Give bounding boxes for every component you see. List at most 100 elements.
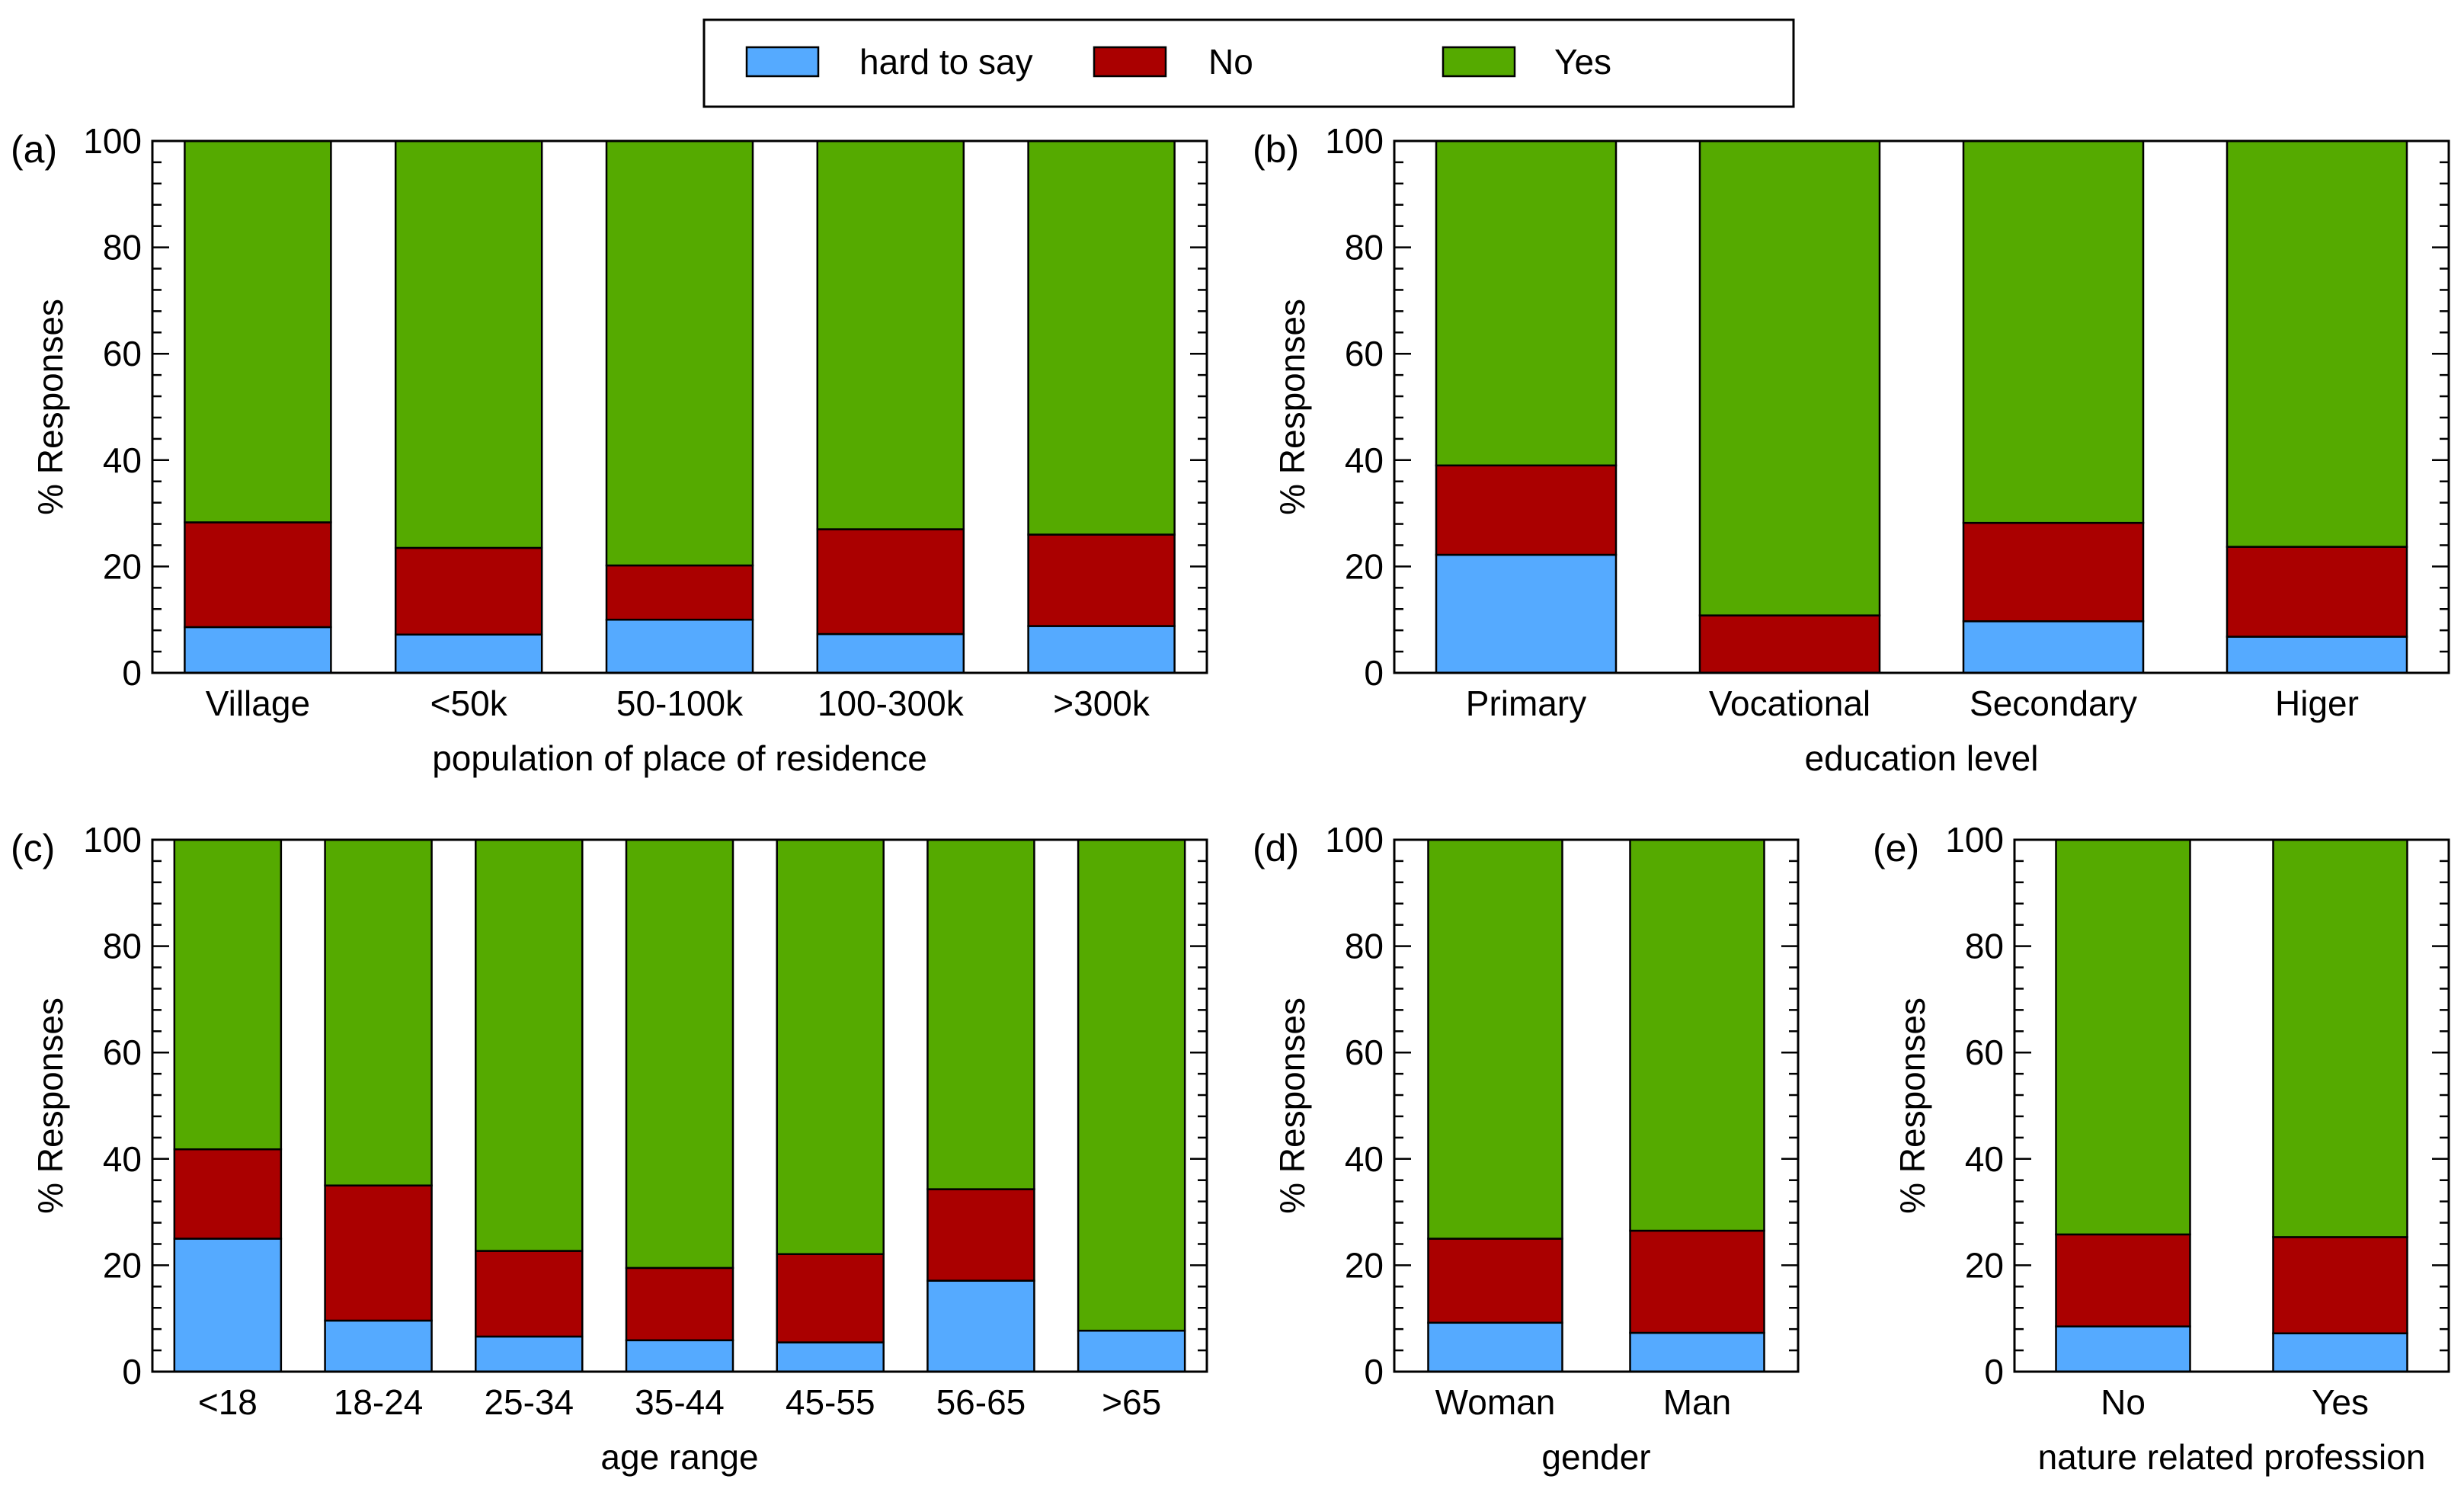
bar-yes <box>2226 139 2408 548</box>
chart-panel-4: (d) % Responses Woman Man 0 20 40 60 80 100 gender <box>1253 820 1800 1477</box>
y-tick-label: 60 <box>103 1033 142 1072</box>
bar-hard-to-say <box>1027 625 1176 674</box>
legend-label-yes: Yes <box>1554 42 1611 82</box>
y-tick-label: 0 <box>1364 653 1384 693</box>
legend-label-hard-to-say: hard to say <box>859 42 1033 82</box>
legend-swatch-no <box>1093 46 1167 78</box>
bar-hard-to-say <box>394 633 543 674</box>
y-axis-label: % Responses <box>1893 997 1932 1214</box>
chart-panels: (a) % Responses Village <50k 50-100k 100-300k… <box>11 121 2450 1477</box>
plot-frame <box>2013 838 2450 1373</box>
bar-yes <box>605 139 754 567</box>
bar-no <box>776 1253 885 1343</box>
plot-frame <box>1393 838 1800 1373</box>
x-axis-label: nature related profession <box>2038 1437 2426 1477</box>
x-tick-label: Man <box>1663 1382 1731 1422</box>
bar-no <box>1435 464 1618 556</box>
bar-yes <box>1435 139 1618 467</box>
y-tick-label: 20 <box>1345 546 1384 586</box>
y-tick-label: 100 <box>1325 820 1384 860</box>
bar-no <box>2226 546 2408 638</box>
y-tick-label: 40 <box>103 440 142 480</box>
x-axis-label: gender <box>1541 1437 1650 1477</box>
bar-yes <box>1077 838 1186 1332</box>
bar-no <box>816 528 965 636</box>
y-tick-label: 80 <box>1345 927 1384 966</box>
y-tick-label: 100 <box>1945 820 2004 860</box>
bar-hard-to-say <box>1077 1330 1186 1373</box>
legend-swatch-hard-to-say <box>745 46 820 78</box>
y-tick-label: 60 <box>1965 1033 2004 1072</box>
bar-no <box>926 1188 1035 1282</box>
y-tick-label: 60 <box>1345 1033 1384 1072</box>
x-tick-label: Primary <box>1466 684 1586 723</box>
x-tick-label: 100-300k <box>818 684 965 723</box>
panel-label: (d) <box>1253 827 1299 869</box>
bar-yes <box>816 139 965 530</box>
legend-swatch-yes <box>1442 46 1516 78</box>
x-tick-label: Vocational <box>1709 684 1870 723</box>
chart-panel-3: (c) % Responses <18 18-24 25-34 35-44 45-55 56-… <box>11 820 1208 1477</box>
bar-hard-to-say <box>1435 553 1618 674</box>
x-tick-label: 50-100k <box>616 684 744 723</box>
bar-hard-to-say <box>475 1335 584 1373</box>
x-tick-label: <18 <box>198 1382 258 1422</box>
bar-no <box>1027 533 1176 627</box>
bar-no <box>1962 521 2145 623</box>
bar-hard-to-say <box>324 1319 433 1373</box>
bar-no <box>324 1184 433 1322</box>
x-tick-label: 56-65 <box>936 1382 1026 1422</box>
bar-hard-to-say <box>2272 1332 2408 1373</box>
y-tick-label: 0 <box>1984 1352 2004 1391</box>
bar-yes <box>926 838 1035 1190</box>
chart-panel-1: (a) % Responses Village <50k 50-100k 100-300k… <box>11 121 1208 778</box>
x-tick-label: >65 <box>1102 1382 1161 1422</box>
bar-hard-to-say <box>184 626 332 674</box>
x-tick-label: >300k <box>1053 684 1150 723</box>
bar-yes <box>184 139 332 524</box>
x-tick-label: Village <box>206 684 310 723</box>
y-tick-label: 100 <box>1325 121 1384 161</box>
chart-panel-5: (e) % Responses No Yes 0 20 40 60 80 100 nature re… <box>1873 820 2450 1477</box>
bar-yes <box>1629 838 1765 1232</box>
y-tick-label: 40 <box>1345 440 1384 480</box>
bar-hard-to-say <box>1427 1321 1563 1373</box>
bar-no <box>2055 1233 2191 1327</box>
bar-hard-to-say <box>1962 620 2145 674</box>
chart-panel-2: (b) % Responses Primary Vocational Secondary… <box>1253 121 2450 778</box>
bar-hard-to-say <box>605 618 754 674</box>
x-tick-label: Secondary <box>1970 684 2137 723</box>
y-tick-label: 60 <box>1345 334 1384 373</box>
y-tick-label: 60 <box>103 334 142 373</box>
panel-label: (e) <box>1873 827 1919 869</box>
y-tick-label: 40 <box>103 1139 142 1179</box>
bar-yes <box>2272 838 2408 1238</box>
plot-frame <box>151 139 1208 674</box>
x-tick-label: No <box>2101 1382 2146 1422</box>
y-axis-label: % Responses <box>30 997 70 1214</box>
y-tick-label: 40 <box>1345 1139 1384 1179</box>
x-tick-label: 18-24 <box>334 1382 424 1422</box>
y-tick-label: 80 <box>1965 927 2004 966</box>
y-tick-label: 100 <box>83 121 142 161</box>
x-tick-label: Higer <box>2275 684 2359 723</box>
x-tick-label: 25-34 <box>484 1382 574 1422</box>
y-tick-label: 80 <box>103 927 142 966</box>
y-tick-label: 20 <box>1345 1245 1384 1285</box>
x-tick-label: <50k <box>430 684 508 723</box>
bar-yes <box>173 838 283 1151</box>
y-tick-label: 0 <box>1364 1352 1384 1391</box>
bar-hard-to-say <box>2055 1325 2191 1373</box>
y-tick-label: 0 <box>122 1352 142 1391</box>
bar-no <box>2272 1236 2408 1334</box>
bar-no <box>625 1266 734 1342</box>
bar-no <box>605 564 754 621</box>
x-tick-label: Woman <box>1435 1382 1556 1422</box>
y-tick-label: 20 <box>103 546 142 586</box>
bar-hard-to-say <box>2226 636 2408 674</box>
bar-hard-to-say <box>173 1238 283 1373</box>
bar-no <box>394 546 543 636</box>
legend-label-no: No <box>1208 42 1253 82</box>
panel-label: (a) <box>11 128 57 171</box>
